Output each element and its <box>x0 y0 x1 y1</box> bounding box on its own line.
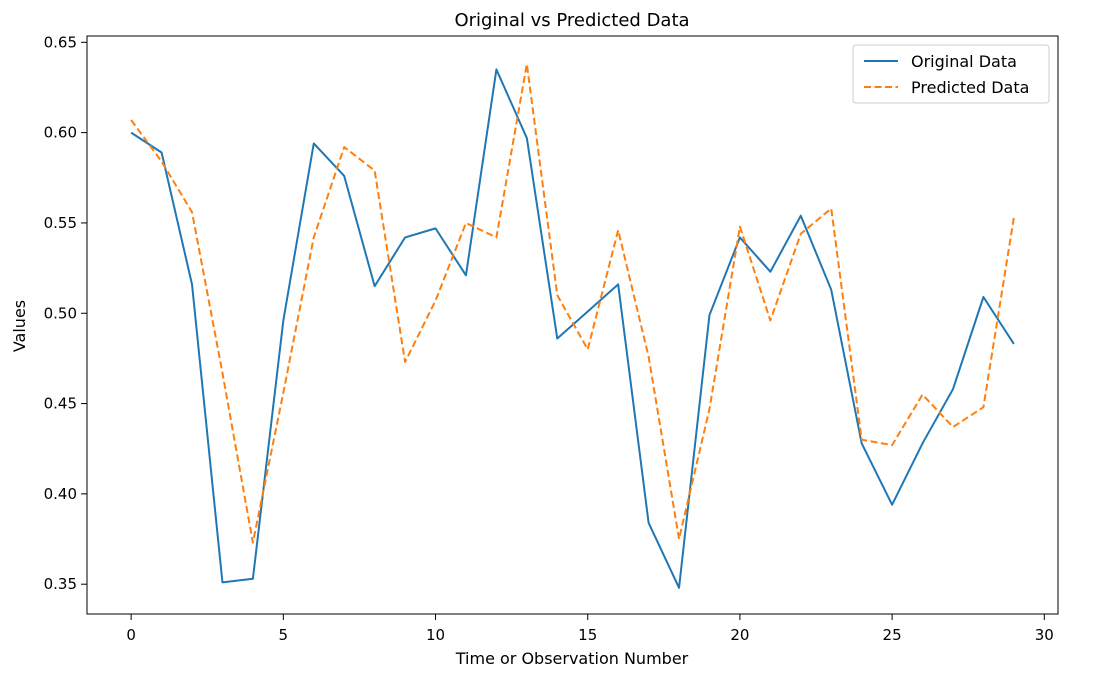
y-tick-label: 0.55 <box>44 214 77 232</box>
plot-frame <box>86 35 1059 615</box>
legend-entries: Original Data Predicted Data <box>864 52 1029 97</box>
y-tick-label: 0.45 <box>44 395 77 413</box>
chart-title: Original vs Predicted Data <box>454 10 689 31</box>
x-tick-label: 25 <box>883 626 902 644</box>
legend: Original Data Predicted Data <box>852 44 1050 104</box>
x-tick-label: 15 <box>578 626 597 644</box>
y-tick-label: 0.50 <box>44 304 77 322</box>
y-tick-label: 0.35 <box>44 575 77 593</box>
legend-label: Original Data <box>911 52 1017 71</box>
series-layer <box>130 63 1015 589</box>
x-tick-label: 10 <box>426 626 445 644</box>
x-tick-label: 20 <box>730 626 749 644</box>
y-tick-label: 0.60 <box>44 124 77 142</box>
x-axis-title: Time or Observation Number <box>455 649 689 668</box>
series-line-predicted <box>130 63 1015 544</box>
x-tick-label: 0 <box>126 626 136 644</box>
y-tick-label: 0.40 <box>44 485 77 503</box>
series-line-original <box>130 68 1015 589</box>
x-axis-ticks: 0 5 10 15 20 25 30 <box>126 614 1054 644</box>
y-axis-title: Values <box>10 300 29 352</box>
y-axis-ticks: 0.35 0.40 0.45 0.50 0.55 0.60 0.65 <box>44 33 87 593</box>
legend-label: Predicted Data <box>911 78 1029 97</box>
legend-box <box>852 44 1050 104</box>
x-tick-label: 30 <box>1035 626 1054 644</box>
y-tick-label: 0.65 <box>44 33 77 51</box>
x-tick-label: 5 <box>279 626 289 644</box>
